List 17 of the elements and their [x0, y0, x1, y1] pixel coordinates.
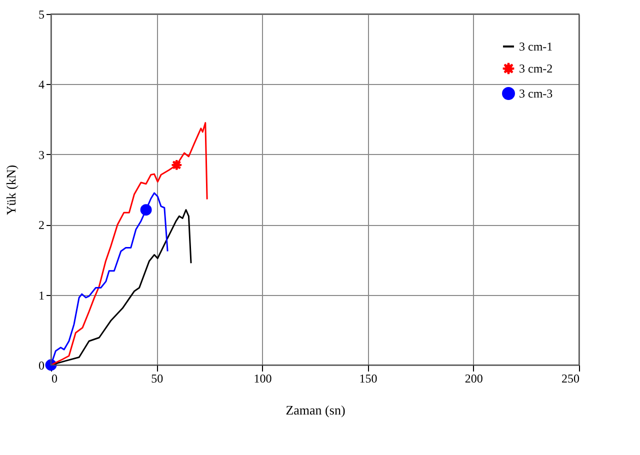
y-tick-label: 2	[38, 218, 44, 232]
y-tick-label: 1	[38, 288, 44, 302]
y-tick-label: 3	[38, 148, 44, 162]
y-tick-label: 5	[38, 8, 44, 22]
x-tick-label: 250	[562, 372, 580, 386]
x-tick-label: 50	[151, 372, 164, 386]
legend-label: 3 cm-1	[519, 40, 553, 54]
legend-label: 3 cm-2	[519, 62, 553, 76]
y-axis-title: Yük (kN)	[4, 164, 18, 216]
x-tick-label: 200	[464, 372, 483, 386]
legend-label: 3 cm-3	[519, 86, 553, 100]
x-tick-label: 100	[254, 372, 272, 386]
x-tick-label: 150	[359, 372, 378, 386]
x-tick-label: 0	[52, 372, 58, 386]
y-tick-label: 0	[38, 358, 44, 372]
x-axis-title: Zaman (sn)	[286, 402, 346, 418]
y-tick-label: 4	[38, 78, 44, 92]
